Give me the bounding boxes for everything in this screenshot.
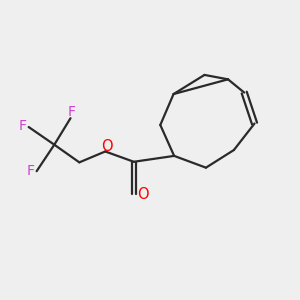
Text: F: F — [68, 105, 76, 119]
Text: O: O — [101, 139, 112, 154]
Text: F: F — [26, 164, 34, 178]
Text: O: O — [137, 187, 149, 202]
Text: F: F — [18, 118, 26, 133]
